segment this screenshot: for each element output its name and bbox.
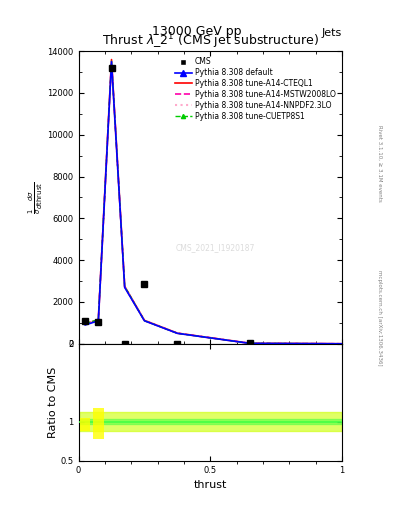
- Bar: [79, 419, 342, 424]
- Bar: [79, 413, 342, 431]
- X-axis label: thrust: thrust: [194, 480, 227, 490]
- Legend: CMS, Pythia 8.308 default, Pythia 8.308 tune-A14-CTEQL1, Pythia 8.308 tune-A14-M: CMS, Pythia 8.308 default, Pythia 8.308 …: [173, 55, 338, 123]
- Text: mcplots.cern.ch [arXiv:1306.3436]: mcplots.cern.ch [arXiv:1306.3436]: [377, 270, 382, 365]
- Text: CMS_2021_I1920187: CMS_2021_I1920187: [176, 243, 255, 252]
- Bar: [80, 418, 90, 431]
- Y-axis label: Ratio to CMS: Ratio to CMS: [48, 367, 58, 438]
- Y-axis label: $\frac{1}{\sigma}\frac{d\sigma}{d\mathrm{thrust}}$: $\frac{1}{\sigma}\frac{d\sigma}{d\mathrm…: [26, 181, 45, 214]
- Title: Thrust $\lambda\_2^1$ (CMS jet substructure): Thrust $\lambda\_2^1$ (CMS jet substruct…: [102, 32, 319, 51]
- Text: 13000 GeV pp: 13000 GeV pp: [152, 26, 241, 38]
- Text: Rivet 3.1.10, ≥ 3.1M events: Rivet 3.1.10, ≥ 3.1M events: [377, 125, 382, 202]
- Text: Jets: Jets: [321, 28, 342, 38]
- Bar: [93, 408, 104, 439]
